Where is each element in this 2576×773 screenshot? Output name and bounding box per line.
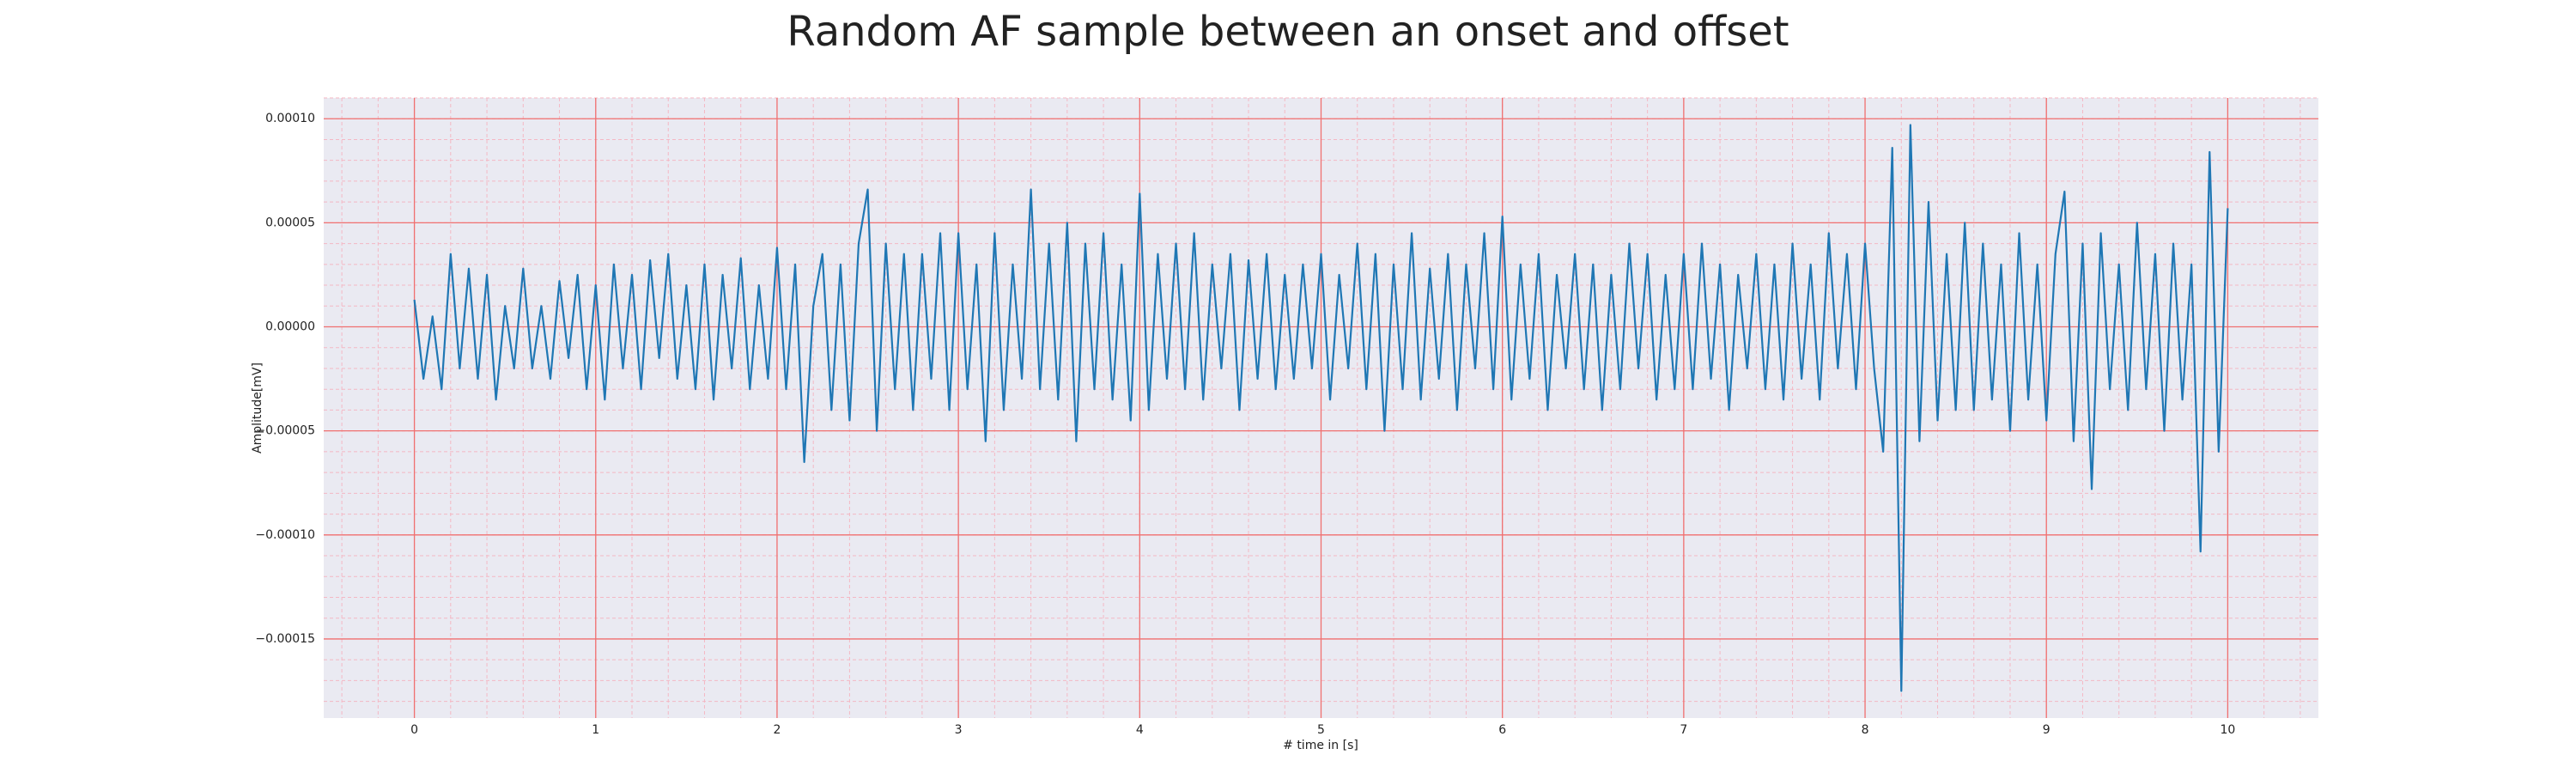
chart-title: Random AF sample between an onset and of… (787, 8, 1789, 56)
plot (413, 124, 2229, 692)
grid (324, 97, 2318, 718)
x-tick-label: 8 (1862, 723, 1869, 737)
x-tick-label: 6 (1498, 723, 1506, 737)
y-tick-label: −0.00010 (255, 528, 315, 542)
x-tick-label: 7 (1680, 723, 1687, 737)
x-tick-label: 2 (773, 723, 781, 737)
y-tick-label: −0.00005 (255, 424, 315, 438)
x-tick-label: 1 (592, 723, 599, 737)
x-tick-label: 4 (1136, 723, 1144, 737)
x-tick-label: 0 (410, 723, 418, 737)
y-tick-label: 0.00010 (265, 112, 315, 125)
x-tick-label: 10 (2220, 723, 2235, 737)
x-tick-label: 5 (1317, 723, 1325, 737)
x-tick-label: 3 (955, 723, 963, 737)
x-tick-label: 9 (2043, 723, 2050, 737)
y-tick-label: −0.00015 (255, 632, 315, 646)
x-axis-label: # time in [s] (1283, 739, 1358, 752)
signal-line (413, 124, 2229, 692)
y-tick-label: 0.00000 (265, 320, 315, 334)
y-axis-label: Amplitude[mV] (251, 362, 264, 453)
y-tick-label: 0.00005 (265, 216, 315, 229)
